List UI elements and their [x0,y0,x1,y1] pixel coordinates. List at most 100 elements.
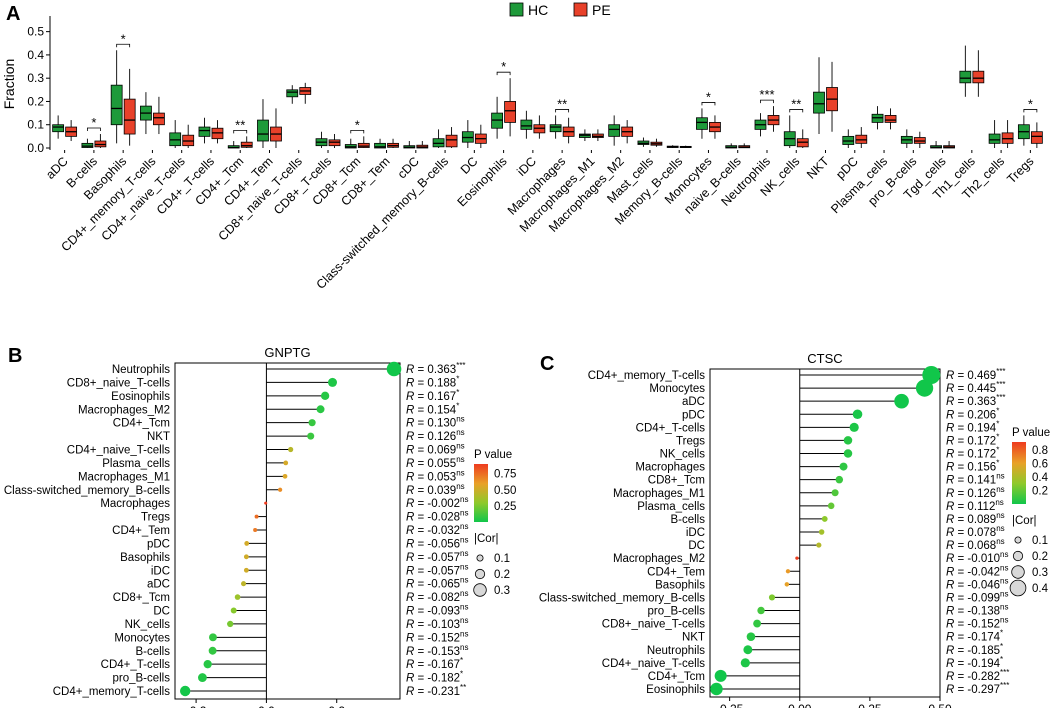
box-hc [988,133,1001,144]
row-label: B-cells [135,646,170,658]
correlation-label: R = -0.167* [406,656,463,671]
lollipop-dot [253,527,258,533]
significance-marker: ** [235,117,245,132]
row-label: DC [688,540,705,552]
y-tick-label: 0.0 [27,141,44,155]
lollipop-dot [753,619,762,628]
correlation-label: R = -0.152ns [946,616,1008,631]
correlation-label: R = -0.152ns [406,629,468,644]
box-pe [123,98,136,135]
lollipop-dot [320,391,330,401]
x-tick-label: iDC [514,154,539,179]
row-label: iDC [686,527,705,539]
legend-swatch-pe [573,2,588,17]
size-legend-dot [474,568,486,580]
lollipop-dot [198,673,207,682]
row-label: CD4+_T-cells [636,422,706,434]
pvalue-tick-label: 0.8 [1032,445,1048,457]
row-label: Plasma_cells [102,458,170,470]
significance-bracket [496,71,511,76]
correlation-label: R = -0.082ns [406,589,468,604]
panel-title: GNPTG [264,345,310,360]
correlation-label: R = -0.174* [946,629,1003,644]
row-label: CD8+_Tcm [113,592,170,604]
lollipop-dot [244,541,250,546]
legend-swatch-hc [509,2,524,17]
box-hc [549,124,562,133]
correlation-label: R = 0.078ns [946,524,1005,539]
correlation-label: R = -0.057ns [406,562,468,577]
row-label: NK_cells [125,619,171,631]
row-label: Basophils [120,552,170,564]
lollipop-dot [208,646,217,655]
row-label: Neutrophils [647,645,705,657]
significance-marker: * [121,31,126,46]
lollipop-dot [327,377,338,387]
pvalue-legend-title: P value [474,449,512,461]
x-tick-label: DC [458,154,481,177]
correlation-label: R = 0.039ns [406,482,465,497]
plot-frame [709,368,941,698]
row-label: pro_B-cells [112,673,170,685]
row-label: CD4+_Tem [647,566,705,578]
pvalue-legend-title: P value [1012,427,1050,439]
box-hc [286,89,299,98]
box-hc [813,91,825,114]
x-tick-label: 0.50 [928,702,952,708]
correlation-label: R = 0.154* [406,401,459,416]
significance-bracket [789,109,804,113]
panel-b: BGNPTG-0.20.00.2CorrelationNeutrophilsR … [4,345,517,708]
correlation-label: R = -0.032ns [406,522,468,537]
lollipop-dot [743,645,753,655]
lollipop-dot [795,556,799,560]
correlation-label: R = -0.297*** [946,681,1009,696]
pvalue-tick-label: 0.6 [1032,459,1048,471]
lollipop-dot [849,422,859,432]
lollipop-dot [710,682,723,696]
lollipop-dot [757,606,765,615]
box-pe [884,115,897,123]
row-label: Basophils [655,579,705,591]
x-tick-label: Tregs [1004,154,1036,186]
lollipop-dot [831,489,839,497]
correlation-label: R = -0.153ns [406,643,468,658]
box-hc [257,119,269,142]
significance-marker: * [1028,96,1033,111]
correlation-label: R = -0.028ns [406,509,468,524]
lollipop-dot [288,446,294,453]
lollipop-dot [785,569,791,574]
box-pe [972,70,985,84]
row-label: CD4+_Tem [112,525,170,537]
row-label: CD8+_naive_T-cells [67,377,170,389]
significance-marker: ** [557,96,567,111]
lollipop-dot [922,365,941,385]
box-hc [696,117,708,130]
lollipop-dot [768,594,776,601]
lollipop-dot [843,449,853,458]
pvalue-tick-label: 0.50 [494,485,516,497]
row-label: CD8+_naive_T-cells [602,619,705,631]
box-hc [608,124,621,137]
correlation-label: R = 0.055ns [406,455,465,470]
significance-marker: * [355,117,360,132]
row-label: B-cells [670,514,705,526]
panel-title: CTSC [807,351,842,366]
y-tick-label: 0.3 [27,71,44,85]
y-tick-label: 0.2 [27,94,44,108]
lollipop-dot [203,659,212,669]
correlation-label: R = 0.053ns [406,468,465,483]
lollipop-dot [740,658,750,668]
lollipop-dot [839,462,848,471]
correlation-label: R = 0.363*** [406,361,466,376]
x-tick-label: -0.25 [716,702,744,708]
lollipop-dot [915,379,934,397]
correlation-label: R = 0.172* [946,432,999,447]
row-label: NKT [147,431,170,443]
panel-label-b: B [8,345,22,367]
correlation-label: R = 0.363*** [946,393,1006,408]
lollipop-dot [386,361,402,377]
row-label: NK_cells [660,449,706,461]
x-tick-label: 0.25 [858,702,882,708]
row-label: CD4+_Tcm [648,671,705,683]
correlation-label: R = 0.130ns [406,415,465,430]
